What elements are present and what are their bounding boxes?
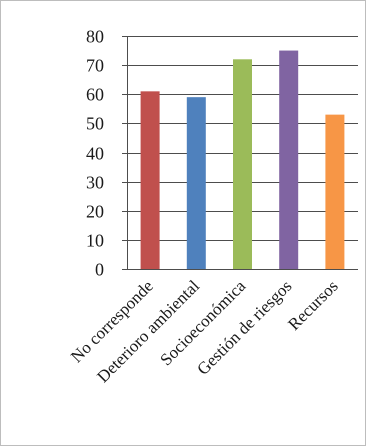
y-tick-label: 0: [95, 260, 104, 280]
bar: [325, 114, 345, 269]
y-tick-label: 80: [86, 27, 104, 47]
y-tick-label: 50: [86, 114, 104, 134]
y-tick-label: 40: [86, 144, 104, 164]
y-tick-label: 30: [86, 173, 104, 193]
bar: [140, 91, 160, 270]
bar: [233, 59, 252, 269]
bar: [279, 50, 299, 269]
y-tick-label: 60: [86, 85, 104, 105]
y-tick-label: 20: [86, 202, 104, 222]
bar: [186, 97, 206, 269]
y-tick-label: 10: [86, 231, 104, 251]
y-tick-label: 70: [86, 56, 104, 76]
x-category-label: Recursos: [284, 276, 342, 334]
